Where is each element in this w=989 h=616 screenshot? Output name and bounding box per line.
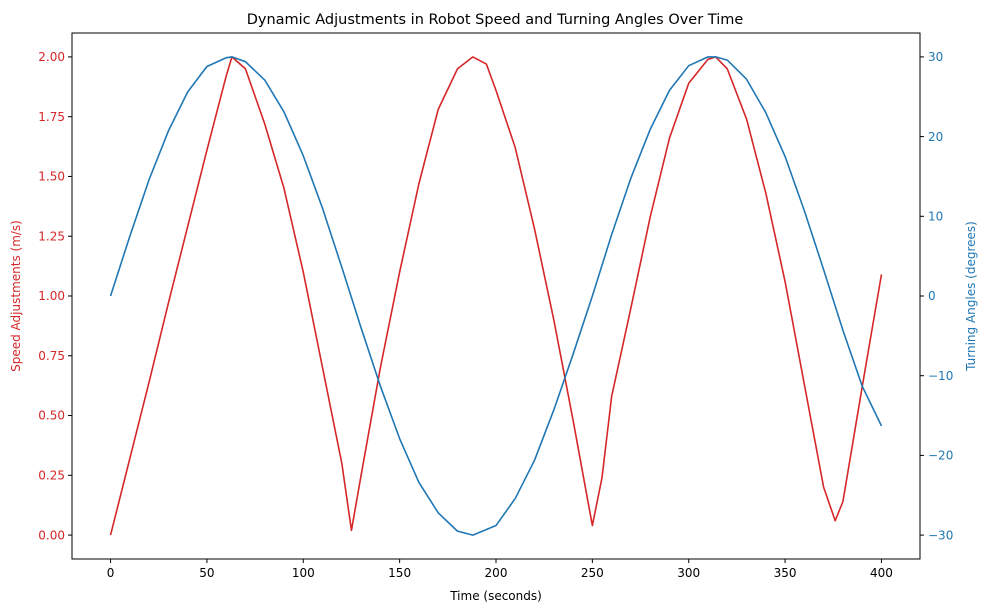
x-axis-label: Time (seconds) bbox=[449, 589, 542, 603]
x-tick-label: 200 bbox=[485, 566, 508, 580]
x-tick-label: 300 bbox=[677, 566, 700, 580]
x-tick-label: 250 bbox=[581, 566, 604, 580]
x-tick-label: 350 bbox=[774, 566, 797, 580]
turning-angle-series-line bbox=[109, 56, 883, 536]
left-y-tick-label: 2.00 bbox=[38, 50, 65, 64]
left-y-tick-label: 0.25 bbox=[38, 469, 65, 483]
right-y-tick-label: −20 bbox=[928, 449, 953, 463]
chart-title: Dynamic Adjustments in Robot Speed and T… bbox=[247, 12, 744, 28]
right-y-axis-ticks: −30 −20 −10 0 10 20 30 bbox=[920, 50, 953, 542]
x-tick-label: 50 bbox=[199, 566, 214, 580]
left-y-tick-label: 1.00 bbox=[38, 289, 65, 303]
x-axis-ticks: 0 50 100 150 200 250 300 350 400 bbox=[107, 559, 893, 580]
plot-lines bbox=[109, 56, 883, 536]
right-y-tick-label: 0 bbox=[928, 289, 936, 303]
left-y-axis-label: Speed Adjustments (m/s) bbox=[9, 220, 23, 372]
x-tick-label: 100 bbox=[292, 566, 315, 580]
x-tick-label: 150 bbox=[388, 566, 411, 580]
right-y-tick-label: 20 bbox=[928, 130, 943, 144]
left-y-tick-label: 1.25 bbox=[38, 229, 65, 243]
right-y-tick-label: 10 bbox=[928, 210, 943, 224]
left-y-tick-label: 0.00 bbox=[38, 528, 65, 542]
right-y-tick-label: 30 bbox=[928, 50, 943, 64]
left-y-tick-label: 1.50 bbox=[38, 170, 65, 184]
x-tick-label: 400 bbox=[870, 566, 893, 580]
left-y-tick-label: 0.75 bbox=[38, 349, 65, 363]
speed-adjustment-series-line bbox=[109, 56, 883, 536]
right-y-tick-label: −30 bbox=[928, 528, 953, 542]
right-y-axis-label: Turning Angles (degrees) bbox=[964, 221, 978, 372]
left-y-axis-ticks: 0.00 0.25 0.50 0.75 1.00 1.25 1.50 1.75 2.00 bbox=[38, 50, 72, 542]
x-tick-label: 0 bbox=[107, 566, 115, 580]
left-y-tick-label: 0.50 bbox=[38, 409, 65, 423]
right-y-tick-label: −10 bbox=[928, 369, 953, 383]
left-y-tick-label: 1.75 bbox=[38, 110, 65, 124]
